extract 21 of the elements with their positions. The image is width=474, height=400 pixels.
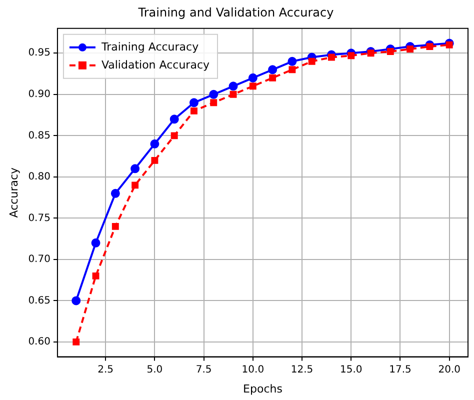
x-tick-label: 2.5 — [98, 364, 114, 376]
x-axis-title: Epochs — [243, 382, 283, 396]
legend-label: Validation Accuracy — [101, 58, 210, 72]
y-tick-label: 0.65 — [28, 295, 50, 306]
y-tick-label: 0.60 — [28, 336, 50, 348]
y-tick-label: 0.95 — [28, 48, 50, 59]
y-tick-label: 0.85 — [28, 130, 50, 142]
chart-title: Training and Validation Accuracy — [137, 5, 334, 20]
y-tick-label: 0.70 — [28, 254, 50, 266]
x-tick-label: 20.0 — [438, 364, 460, 376]
y-tick-label: 0.80 — [28, 172, 50, 183]
y-tick-label: 0.90 — [28, 89, 50, 100]
x-tick-label: 7.5 — [196, 364, 212, 376]
x-tick-label: 17.5 — [389, 364, 412, 376]
y-axis-title: Accuracy — [7, 167, 20, 218]
x-tick-label: 15.0 — [340, 364, 362, 376]
y-tick-label: 0.75 — [28, 212, 50, 224]
x-tick-label: 12.5 — [290, 364, 314, 376]
x-tick-label: 10.0 — [242, 364, 264, 376]
legend-label: Training Accuracy — [100, 40, 200, 54]
x-tick-label: 5.0 — [146, 364, 163, 376]
